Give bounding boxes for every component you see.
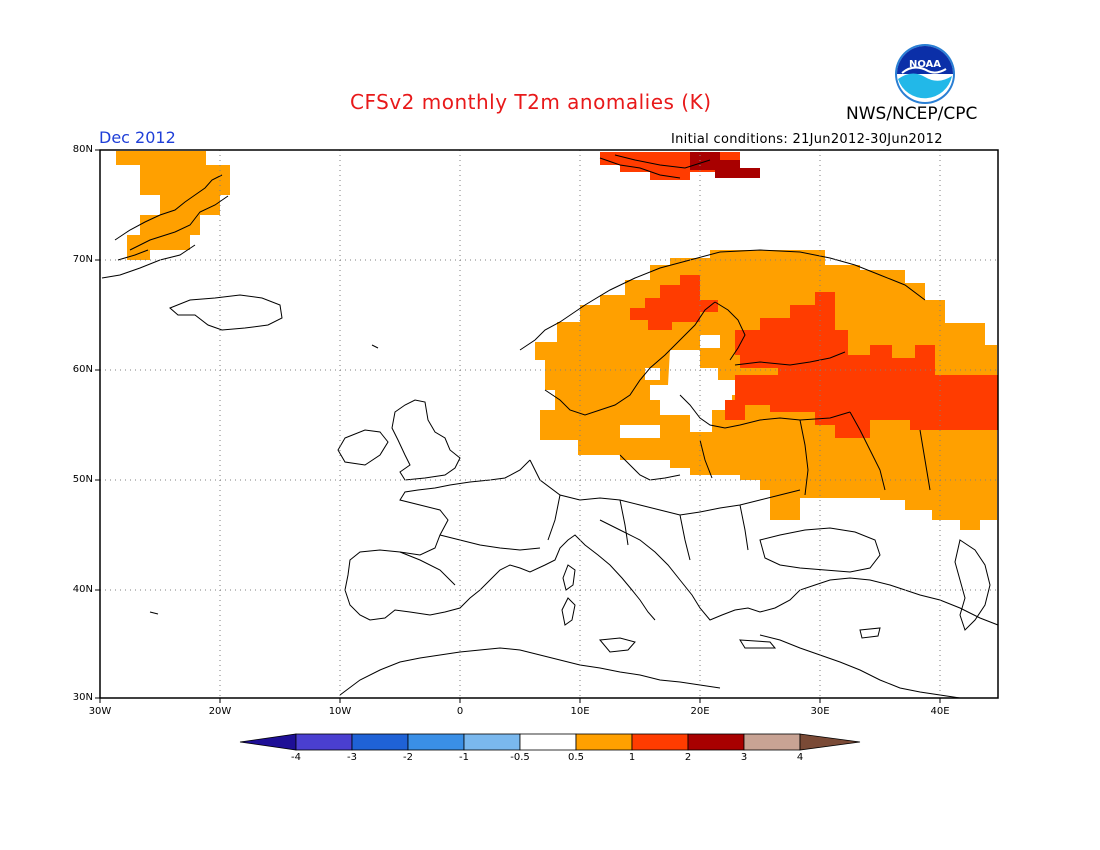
lon-label-30w: 30W (88, 706, 112, 717)
noaa-logo-text: NOAA (909, 59, 941, 70)
lon-label-40e: 40E (930, 706, 950, 717)
agency-label: NWS/NCEP/CPC (846, 104, 978, 124)
colorbar-label-0.5: 0.5 (568, 752, 584, 763)
initial-conditions-label: Initial conditions: 21Jun2012-30Jun2012 (671, 132, 943, 147)
colorbar-label-minus1: -1 (459, 752, 469, 763)
colorbar-box-1 (295, 733, 353, 751)
lat-label-40n: 40N (72, 584, 93, 595)
colorbar-box-6 (575, 733, 633, 751)
lon-label-10w: 10W (328, 706, 352, 717)
lon-label-10e: 10E (570, 706, 590, 717)
finland-russia-anomaly (725, 292, 998, 438)
colorbar-box-8 (687, 733, 745, 751)
lon-label-20e: 20E (690, 706, 710, 717)
colorbar-box-4 (463, 733, 521, 751)
greenland-anomaly (116, 151, 230, 260)
lat-label-60n: 60N (72, 364, 93, 375)
colorbar-box-5 (519, 733, 577, 751)
tick-marks (95, 149, 941, 703)
map-frame (99, 149, 999, 699)
colorbar-left-arrow (239, 733, 297, 751)
colorbar-label-minus0.5: -0.5 (510, 752, 530, 763)
lon-label-30e: 30E (810, 706, 830, 717)
colorbar-box-2 (351, 733, 409, 751)
lat-label-70n: 70N (72, 254, 93, 265)
valid-month-label: Dec 2012 (99, 128, 176, 147)
coastlines (101, 154, 999, 699)
near-normal-holes (620, 335, 740, 438)
chart-title: CFSv2 monthly T2m anomalies (K) (350, 90, 712, 114)
colorbar-box-9 (743, 733, 801, 751)
lon-label-0: 0 (456, 706, 464, 717)
colorbar-right-arrow (799, 733, 861, 751)
lat-label-30n: 30N (72, 692, 93, 703)
central-scandinavia-anomaly (630, 275, 718, 330)
colorbar-box-7 (631, 733, 689, 751)
lat-label-50n: 50N (72, 474, 93, 485)
colorbar-label-2: 2 (684, 752, 692, 763)
colorbar (239, 733, 861, 751)
colorbar-label-4: 4 (796, 752, 804, 763)
colorbar-label-3: 3 (740, 752, 748, 763)
svalbard-east-anomaly (690, 152, 760, 178)
colorbar-box-3 (407, 733, 465, 751)
anomaly-layer-2-3 (690, 152, 760, 178)
lat-label-80n: 80N (72, 144, 93, 155)
colorbar-label-minus4: -4 (291, 752, 301, 763)
noaa-logo: NOAA (895, 44, 955, 104)
lon-label-20w: 20W (208, 706, 232, 717)
colorbar-label-minus3: -3 (347, 752, 357, 763)
anomaly-layer-0.5-1 (116, 151, 997, 530)
colorbar-label-1: 1 (628, 752, 636, 763)
colorbar-label-minus2: -2 (403, 752, 413, 763)
